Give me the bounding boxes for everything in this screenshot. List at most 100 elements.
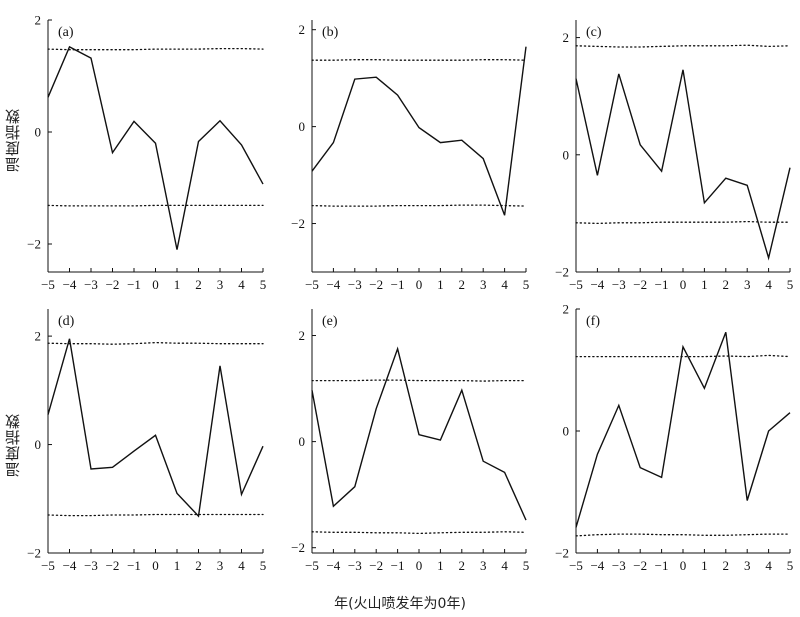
confidence-line [575, 533, 791, 537]
x-tick-label: 0 [416, 277, 423, 292]
x-tick-label: −3 [84, 558, 98, 573]
panel-label: (a) [58, 25, 74, 40]
confidence-line [47, 47, 264, 51]
x-tick-label: −1 [127, 277, 141, 292]
x-tick-label: −3 [348, 558, 362, 573]
x-tick-label: 3 [217, 277, 224, 292]
panel-label: (f) [586, 314, 600, 329]
temperature-index-line [47, 338, 264, 518]
panel-4: −5 −4 −3 −2 −1 0 1 2 3 4 520−2(e) [291, 309, 529, 573]
x-tick-label: 0 [416, 558, 423, 573]
x-tick-label: 1 [437, 558, 444, 573]
x-tick-label: 4 [765, 558, 772, 573]
x-tick-label: −2 [106, 558, 120, 573]
y-tick-label: −2 [555, 546, 569, 561]
panel-0: −5 −4 −3 −2 −1 0 1 2 3 4 520−2(a) [27, 13, 266, 293]
confidence-line [311, 531, 527, 535]
confidence-line [311, 204, 527, 207]
x-tick-label: 5 [787, 558, 794, 573]
x-tick-label: −1 [391, 558, 405, 573]
x-tick-label: −2 [369, 558, 383, 573]
x-tick-label: 3 [217, 558, 224, 573]
x-tick-label: 2 [195, 277, 202, 292]
y-tick-label: 2 [563, 30, 570, 45]
x-tick-label: 5 [523, 558, 530, 573]
y-tick-label: 2 [35, 13, 42, 28]
x-tick-label: 4 [765, 277, 772, 292]
y-tick-label: 2 [299, 328, 306, 343]
x-tick-label: −2 [369, 277, 383, 292]
x-tick-label: 1 [174, 277, 181, 292]
x-tick-label: −4 [590, 558, 604, 573]
x-tick-label: −2 [633, 558, 647, 573]
x-tick-label: −3 [612, 277, 626, 292]
x-tick-label: −2 [106, 277, 120, 292]
x-tick-label: 1 [701, 277, 708, 292]
x-tick-label: 3 [744, 558, 751, 573]
y-tick-label: 0 [563, 424, 570, 439]
x-tick-label: −4 [326, 558, 340, 573]
x-tick-label: −5 [41, 277, 55, 292]
x-tick-label: −4 [590, 277, 604, 292]
temperature-index-line [575, 331, 791, 528]
x-tick-label: 5 [787, 277, 794, 292]
confidence-line [47, 341, 264, 345]
confidence-line [311, 379, 527, 382]
x-axis-label: 年(火山喷发年为0年) [334, 596, 466, 612]
y-tick-label: −2 [291, 540, 305, 555]
y-tick-label: 0 [563, 147, 570, 162]
x-tick-label: 1 [437, 277, 444, 292]
y-axis-label-top: 温度指数 [4, 108, 22, 172]
x-tick-label: −3 [612, 558, 626, 573]
confidence-line [575, 354, 791, 358]
y-tick-label: 0 [299, 119, 306, 134]
panel-label: (b) [322, 25, 339, 40]
x-tick-label: 4 [238, 277, 245, 292]
x-tick-label: −4 [63, 558, 77, 573]
x-tick-label: 1 [174, 558, 181, 573]
x-tick-label: −1 [391, 277, 405, 292]
panel-1: −5 −4 −3 −2 −1 0 1 2 3 4 520−2(b) [291, 20, 529, 292]
confidence-line [47, 204, 264, 207]
x-tick-label: −2 [633, 277, 647, 292]
temperature-index-line [311, 346, 527, 521]
x-tick-label: −1 [655, 558, 669, 573]
confidence-line [311, 59, 527, 61]
panel-2: −5 −4 −3 −2 −1 0 1 2 3 4 520−2(c) [555, 20, 793, 292]
x-tick-label: 1 [701, 558, 708, 573]
y-tick-label: −2 [27, 546, 41, 561]
panel-label: (c) [586, 25, 602, 40]
x-tick-label: 2 [459, 558, 466, 573]
x-tick-label: −1 [127, 558, 141, 573]
x-tick-label: −3 [84, 277, 98, 292]
x-tick-label: 2 [195, 558, 202, 573]
x-tick-label: −4 [63, 277, 77, 292]
x-tick-label: 5 [523, 277, 530, 292]
x-tick-label: −5 [569, 558, 583, 573]
y-tick-label: 0 [299, 434, 306, 449]
x-tick-label: 2 [459, 277, 466, 292]
temperature-index-line [311, 46, 527, 216]
confidence-line [575, 44, 791, 48]
y-tick-label: 2 [563, 302, 570, 317]
x-tick-label: −3 [348, 277, 362, 292]
x-tick-label: −5 [305, 277, 319, 292]
x-tick-label: −1 [655, 277, 669, 292]
y-tick-label: −2 [27, 237, 41, 252]
x-tick-label: 0 [680, 277, 687, 292]
y-tick-label: 2 [299, 22, 306, 37]
x-tick-label: 3 [480, 277, 487, 292]
y-tick-label: 0 [35, 125, 42, 140]
x-tick-label: 3 [480, 558, 487, 573]
x-tick-label: −5 [305, 558, 319, 573]
x-tick-label: 2 [723, 558, 730, 573]
y-tick-label: 2 [35, 329, 42, 344]
temperature-index-line [47, 45, 264, 250]
confidence-line [47, 513, 264, 517]
x-tick-label: 2 [723, 277, 730, 292]
x-tick-label: 4 [501, 558, 508, 573]
temperature-index-line [575, 69, 791, 261]
x-tick-label: 4 [238, 558, 245, 573]
y-tick-label: 0 [35, 437, 42, 452]
